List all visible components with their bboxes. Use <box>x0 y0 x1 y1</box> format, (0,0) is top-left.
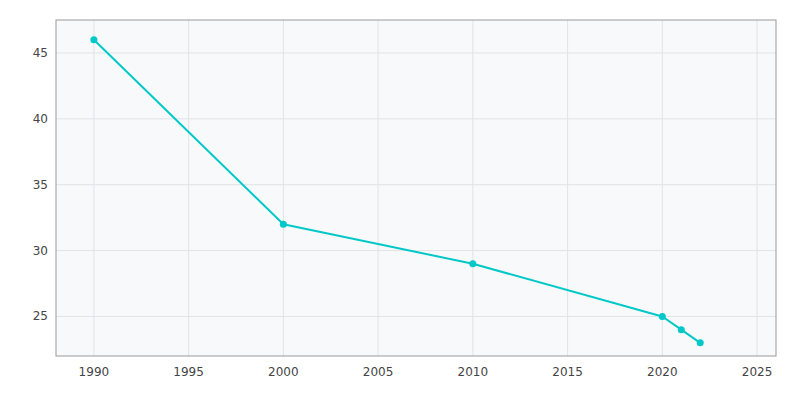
chart-svg: 1990 1995 2000 2005 2010 2015 2020 2025 25 30 35 40… <box>0 0 800 400</box>
x-grid-line <box>662 20 663 356</box>
point <box>469 260 476 267</box>
x-grid-line <box>93 20 94 356</box>
y-grid-line <box>56 118 776 119</box>
y-tick-label: 45 <box>33 46 48 60</box>
x-tick-label: 1995 <box>173 365 204 379</box>
x-tick-label: 2020 <box>647 365 678 379</box>
point <box>697 339 704 346</box>
y-grid-line <box>56 316 776 317</box>
y-tick-label: 30 <box>33 244 48 258</box>
point <box>90 36 97 43</box>
x-grid-line <box>567 20 568 356</box>
series <box>90 36 703 346</box>
point <box>280 221 287 228</box>
plot-frame <box>56 20 776 356</box>
axes: 1990 1995 2000 2005 2010 2015 2020 2025 25 30 35 40… <box>33 46 773 379</box>
x-tick-label: 2005 <box>363 365 394 379</box>
y-grid-line <box>56 52 776 53</box>
x-tick-label: 2015 <box>552 365 583 379</box>
x-grid-line <box>757 20 758 356</box>
x-tick-label: 1990 <box>79 365 110 379</box>
y-tick-label: 25 <box>33 309 48 323</box>
grid <box>56 20 776 356</box>
x-grid-line <box>378 20 379 356</box>
line <box>94 40 700 343</box>
chart-container: 1990 1995 2000 2005 2010 2015 2020 2025 25 30 35 40… <box>0 0 800 400</box>
x-grid-line <box>472 20 473 356</box>
x-grid-line <box>283 20 284 356</box>
plot-background <box>56 20 776 356</box>
y-tick-label: 40 <box>33 112 48 126</box>
x-tick-label: 2025 <box>742 365 773 379</box>
y-grid-line <box>56 184 776 185</box>
x-tick-label: 2010 <box>458 365 489 379</box>
point <box>659 313 666 320</box>
y-tick-label: 35 <box>33 178 48 192</box>
x-tick-label: 2000 <box>268 365 299 379</box>
x-grid-line <box>188 20 189 356</box>
point <box>678 326 685 333</box>
